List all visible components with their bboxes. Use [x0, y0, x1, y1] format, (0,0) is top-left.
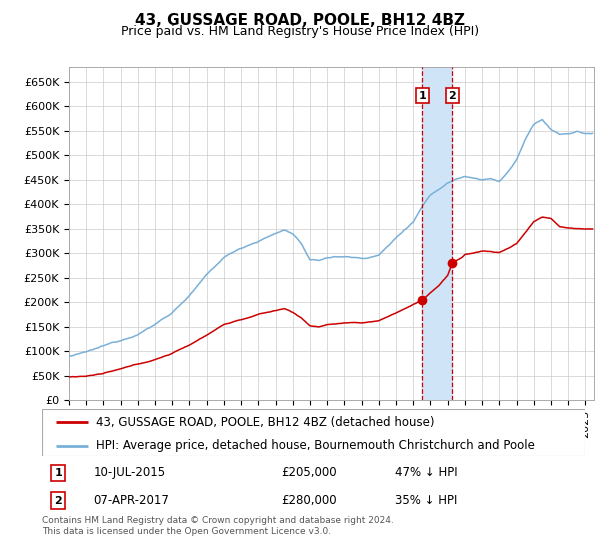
Bar [422, 67, 452, 400]
Text: 07-APR-2017: 07-APR-2017 [94, 494, 169, 507]
Text: 43, GUSSAGE ROAD, POOLE, BH12 4BZ: 43, GUSSAGE ROAD, POOLE, BH12 4BZ [135, 13, 465, 29]
Text: 2: 2 [448, 91, 456, 101]
Text: HPI: Average price, detached house, Bournemouth Christchurch and Poole: HPI: Average price, detached house, Bour… [97, 440, 535, 452]
Text: 43, GUSSAGE ROAD, POOLE, BH12 4BZ (detached house): 43, GUSSAGE ROAD, POOLE, BH12 4BZ (detac… [97, 416, 435, 428]
Text: 1: 1 [55, 468, 62, 478]
Text: £280,000: £280,000 [281, 494, 337, 507]
Text: 47% ↓ HPI: 47% ↓ HPI [395, 466, 458, 479]
Text: Price paid vs. HM Land Registry's House Price Index (HPI): Price paid vs. HM Land Registry's House … [121, 25, 479, 38]
Text: 2: 2 [55, 496, 62, 506]
Text: 10-JUL-2015: 10-JUL-2015 [94, 466, 166, 479]
Text: £205,000: £205,000 [281, 466, 337, 479]
Text: 35% ↓ HPI: 35% ↓ HPI [395, 494, 457, 507]
FancyBboxPatch shape [42, 409, 585, 456]
Text: Contains HM Land Registry data © Crown copyright and database right 2024.
This d: Contains HM Land Registry data © Crown c… [42, 516, 394, 536]
Text: 1: 1 [419, 91, 426, 101]
